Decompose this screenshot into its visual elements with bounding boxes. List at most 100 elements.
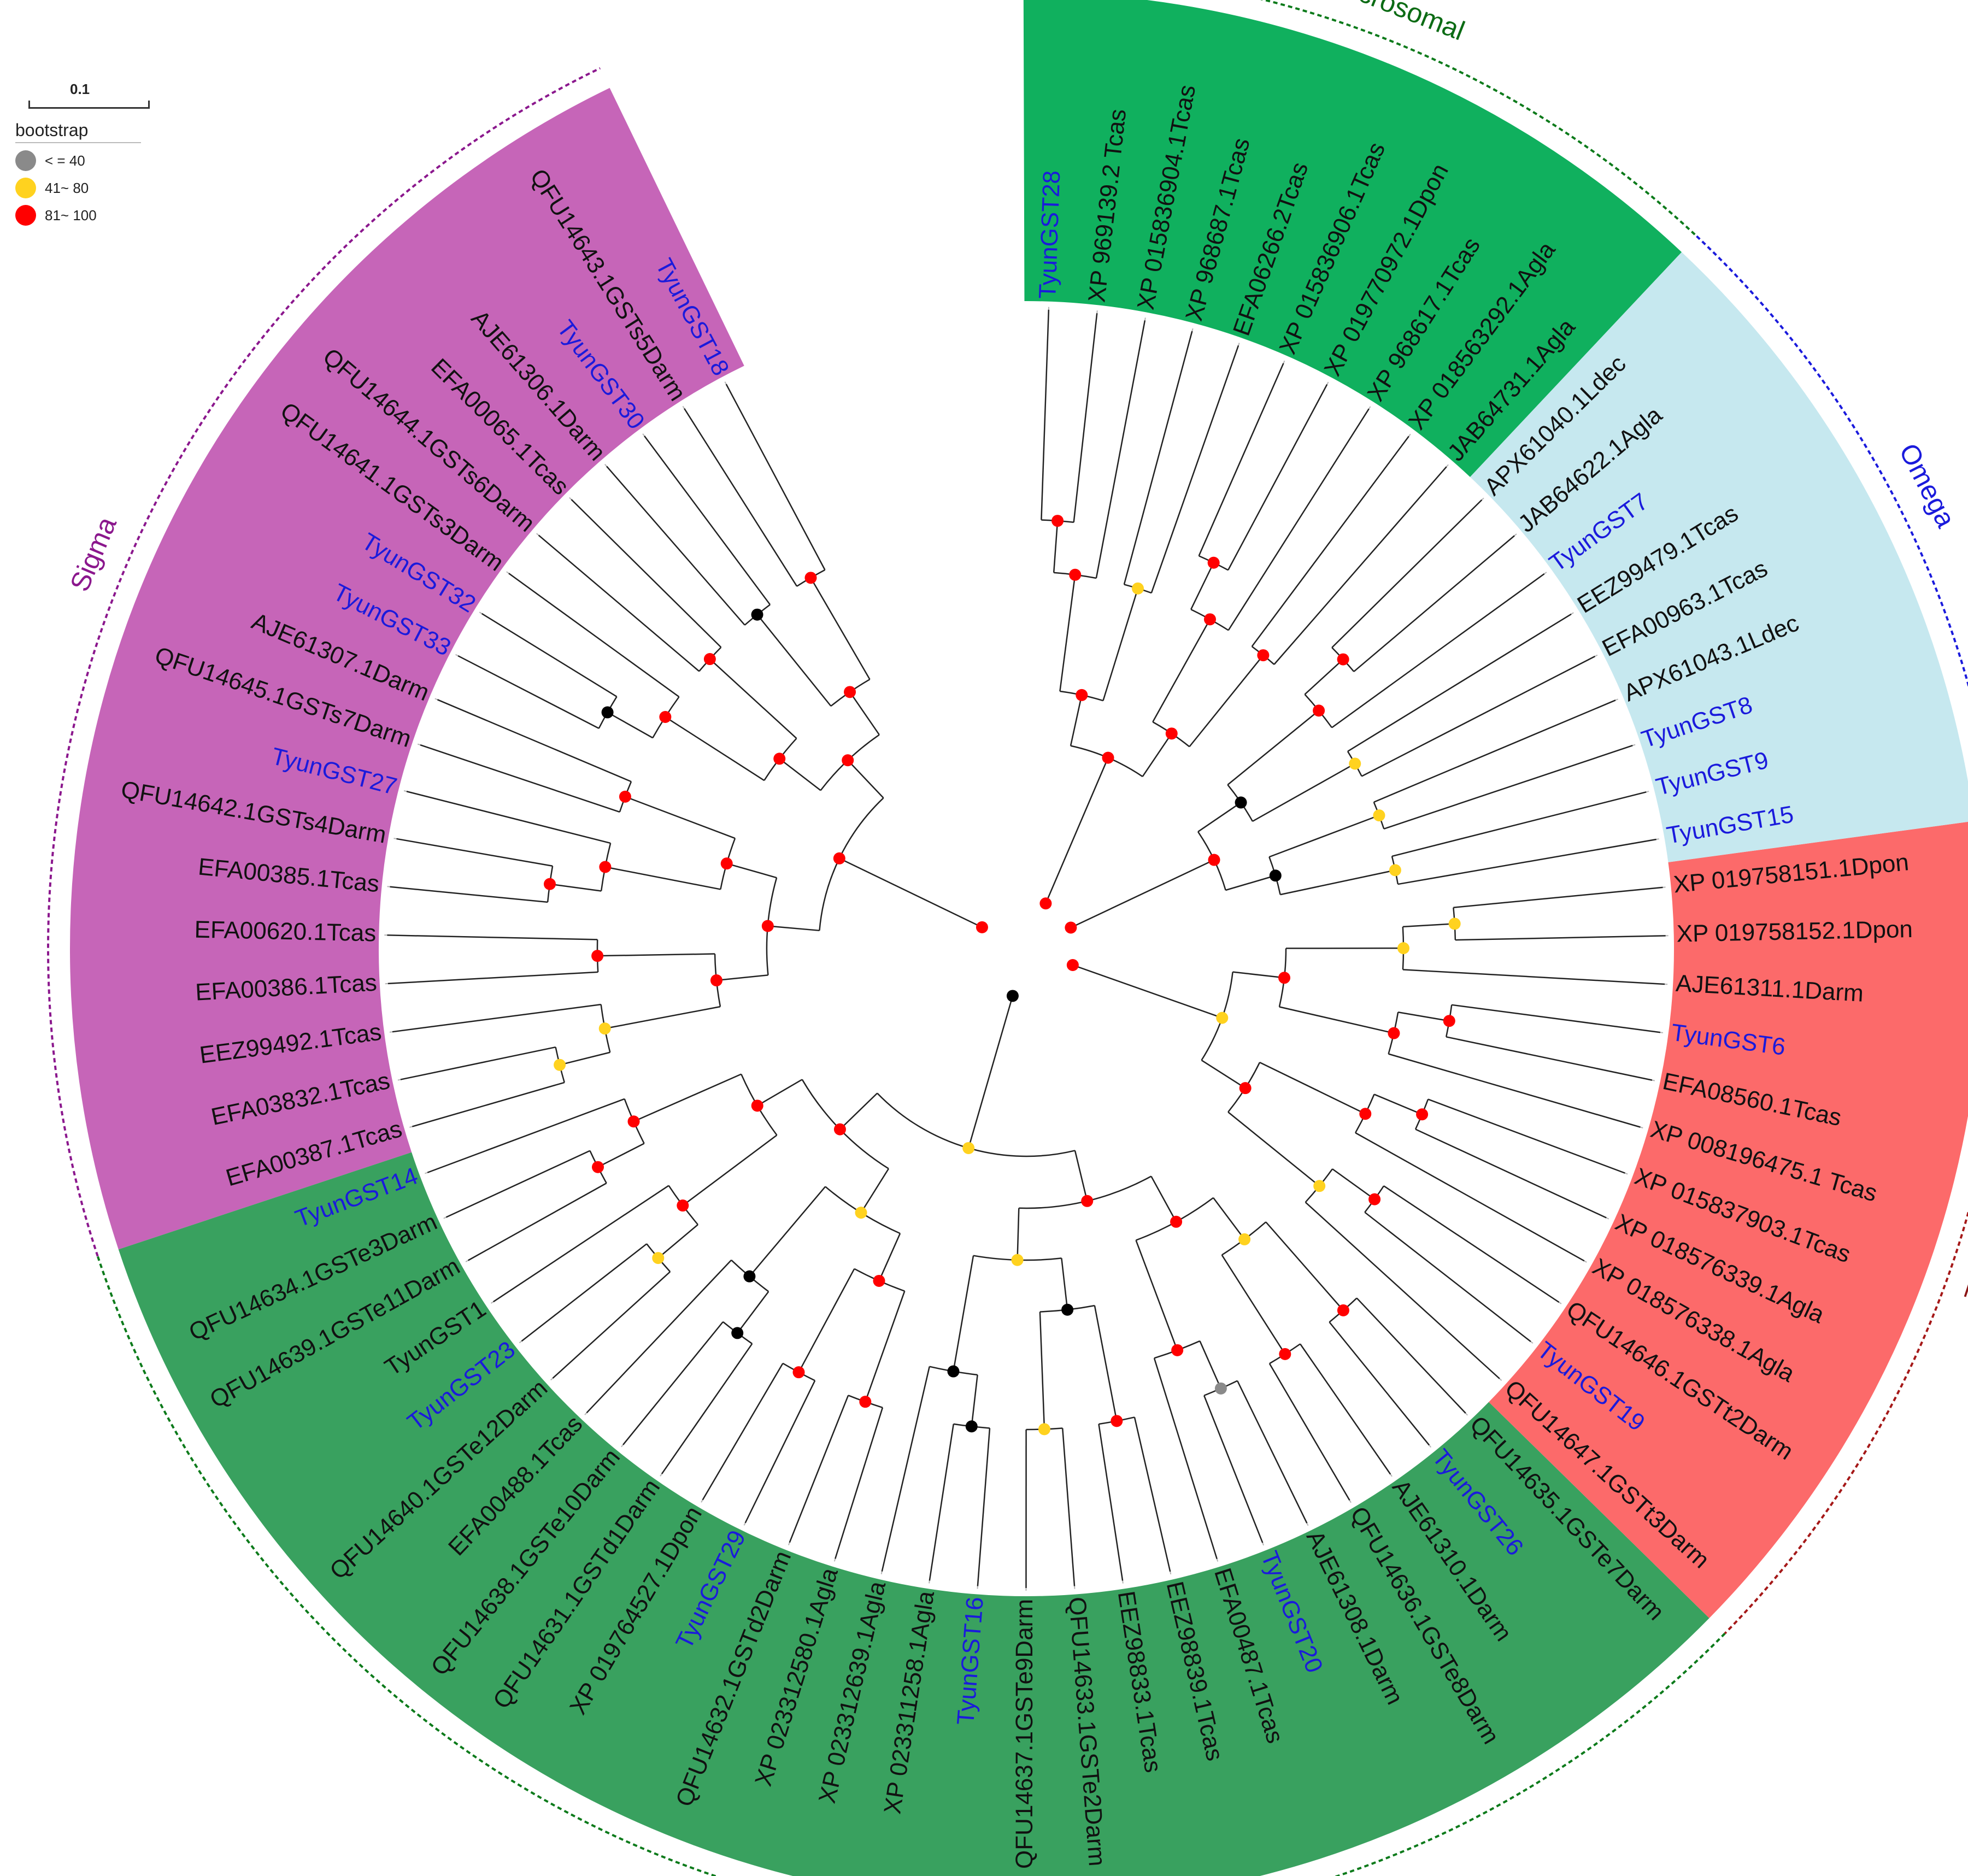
- branch: [1265, 1221, 1344, 1311]
- bootstrap-dot: [1061, 1303, 1074, 1316]
- branch: [1329, 1321, 1430, 1446]
- branch: [665, 716, 765, 781]
- branch: [387, 971, 598, 985]
- bootstrap-dot: [554, 1058, 566, 1071]
- leader-line: [658, 1473, 662, 1479]
- branch: [1331, 499, 1483, 648]
- clade-arc: [47, 67, 601, 1257]
- branch-arc: [877, 1092, 1076, 1157]
- branch: [1252, 763, 1355, 822]
- branch: [1268, 1363, 1350, 1501]
- branch: [1227, 1111, 1320, 1187]
- branch: [622, 1321, 724, 1445]
- bootstrap-dot: [619, 790, 631, 803]
- leader-line: [1514, 532, 1519, 537]
- branch: [1427, 1098, 1625, 1174]
- branch: [1073, 313, 1098, 522]
- leader-line: [1465, 1413, 1470, 1418]
- branch: [1347, 613, 1572, 752]
- branch: [725, 384, 826, 571]
- branch: [767, 925, 820, 932]
- scale-bar: [28, 101, 150, 109]
- leader-line: [723, 379, 727, 385]
- leader-line: [432, 697, 438, 701]
- bootstrap-dot: [1011, 1254, 1024, 1266]
- branch: [1190, 562, 1214, 610]
- branch: [1152, 619, 1211, 722]
- legend-item-label: 81~ 100: [45, 207, 97, 224]
- branch: [606, 466, 745, 626]
- bootstrap-dot: [1443, 1015, 1455, 1027]
- bootstrap-dot: [1313, 704, 1325, 717]
- branch: [971, 1374, 978, 1427]
- leader-line: [1499, 1378, 1504, 1383]
- legend-divider: [15, 142, 141, 143]
- leader-line: [742, 1522, 746, 1528]
- branch: [860, 1168, 890, 1213]
- bootstrap-dot: [743, 1270, 756, 1283]
- branch: [1059, 574, 1076, 692]
- bootstrap-dot: [703, 653, 716, 666]
- branch: [929, 1424, 954, 1581]
- leader-line: [1665, 983, 1671, 985]
- bootstrap-dot: [1368, 1193, 1381, 1205]
- branch: [1364, 1212, 1531, 1343]
- bootstrap-dot: [677, 1199, 689, 1212]
- branch: [881, 1366, 930, 1572]
- bootstrap-dot: [1278, 972, 1291, 984]
- branch: [597, 1143, 645, 1168]
- bootstrap-dot: [1111, 1415, 1123, 1427]
- leader-line: [407, 1126, 413, 1129]
- branch: [390, 886, 548, 903]
- leader-line: [1326, 379, 1330, 385]
- bootstrap-dot: [1065, 921, 1077, 934]
- bootstrap-dot: [1066, 958, 1079, 971]
- bootstrap-dot: [842, 754, 854, 767]
- branch: [625, 796, 736, 839]
- bootstrap-dot: [1239, 1082, 1252, 1095]
- tree-legend: 0.1 bootstrap < = 40 41~ 80 81~ 100: [13, 81, 155, 245]
- clade-band: [1470, 252, 1968, 862]
- branch: [810, 577, 871, 680]
- leaf-label: XP 019758152.1Dpon: [1676, 916, 1913, 948]
- branch: [661, 1343, 753, 1474]
- branch: [400, 1046, 556, 1080]
- leader-line: [422, 1172, 428, 1175]
- bootstrap-dot: [1216, 1011, 1229, 1024]
- bootstrap-dot: [1397, 942, 1409, 955]
- clade-band: [69, 87, 744, 1250]
- clade-label: Microsomal: [1327, 0, 1468, 46]
- bootstrap-dot: [773, 752, 786, 765]
- branch: [1227, 408, 1370, 631]
- bootstrap-dot: [1102, 751, 1114, 764]
- leader-line: [1559, 1302, 1564, 1306]
- branch: [847, 760, 884, 799]
- branch: [1227, 710, 1319, 786]
- clade-bands: [69, 0, 1968, 1876]
- branch: [1017, 1208, 1020, 1260]
- branch: [406, 791, 611, 844]
- branch: [571, 499, 722, 648]
- bootstrap-dot: [1337, 653, 1349, 666]
- bootstrap-dot: [965, 1420, 978, 1433]
- leader-line: [384, 885, 390, 887]
- leader-line: [1632, 743, 1638, 746]
- leader-line: [1640, 1126, 1646, 1130]
- leader-line: [463, 1260, 469, 1264]
- bootstrap-dot: [598, 1022, 611, 1035]
- bootstrap-dot: [1389, 864, 1401, 877]
- leader-line: [1544, 570, 1549, 574]
- bootstrap-dot: [1203, 613, 1216, 626]
- branch: [749, 1186, 826, 1277]
- leader-line: [977, 1586, 978, 1592]
- bootstrap-dot: [1337, 1304, 1349, 1316]
- leader-line: [641, 431, 645, 437]
- leader-line: [1408, 431, 1413, 437]
- legend-item-high: 81~ 100: [15, 204, 97, 226]
- bootstrap-dot: [1171, 1344, 1184, 1356]
- branch: [445, 1150, 590, 1218]
- branch: [457, 655, 600, 730]
- leader-line: [534, 531, 539, 536]
- bootstrap-dot: [1373, 809, 1385, 822]
- leader-line: [880, 1571, 883, 1577]
